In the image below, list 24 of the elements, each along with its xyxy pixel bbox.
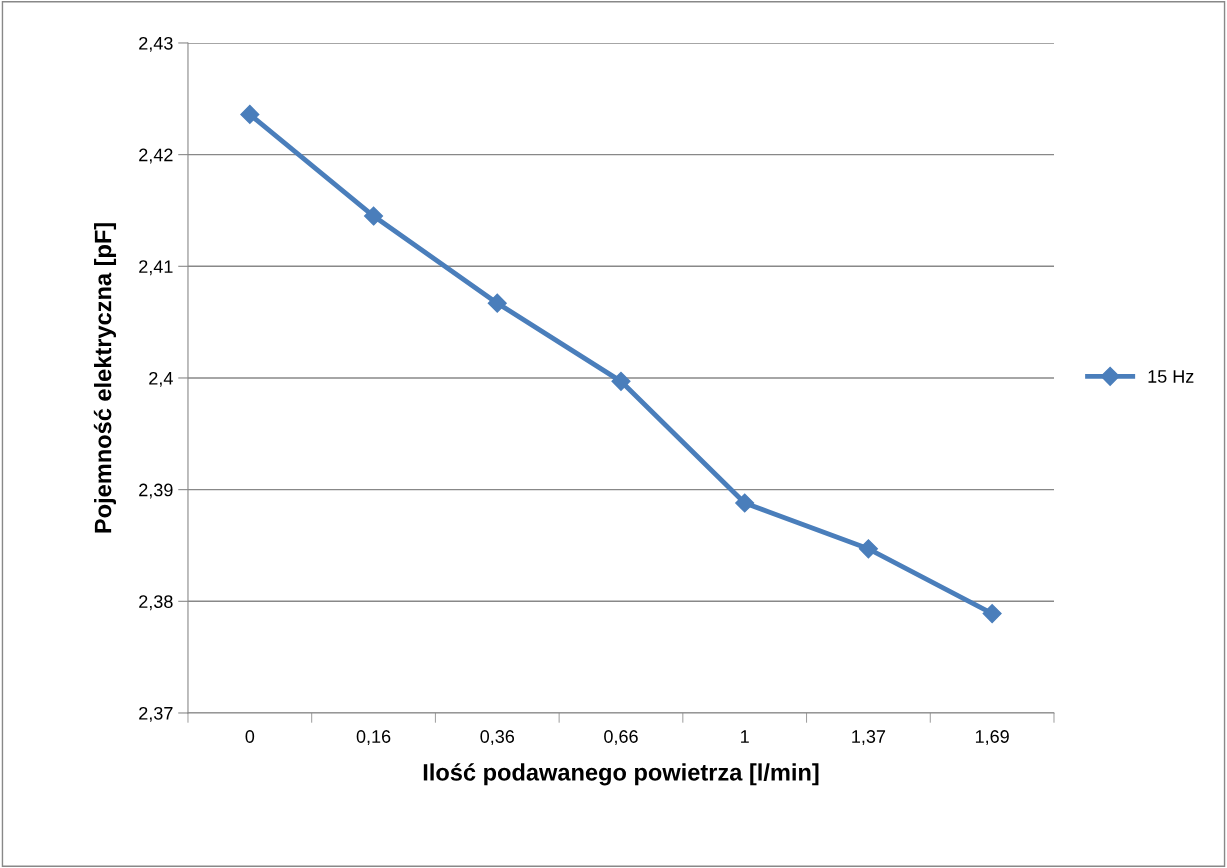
x-tick-label: 0,36 [480,730,515,746]
point [487,293,507,313]
y-tick-label: 2,38 [139,595,173,611]
x-tick-label: 0 [245,730,255,743]
x-tick-label: 0,16 [356,730,391,746]
y-tick-label: 2,42 [139,148,173,164]
point [858,539,878,559]
point [364,206,384,226]
point [735,493,755,513]
legend-label: 15 Hz [1148,370,1194,383]
point [611,371,631,391]
y-tick-label: 2,37 [139,706,173,722]
y-axis-title: Pojemność elektryczna [pF] [93,223,117,533]
y-tick-label: 2,39 [139,483,173,499]
y-tick-label: 2,43 [139,36,173,52]
x-tick-label: 1 [741,730,749,743]
point [240,104,260,124]
x-axis-title: Ilość podawanego powietrza [l/min] [423,763,819,786]
x-tick-label: 1,69 [975,730,1009,746]
point [982,604,1002,624]
x-tick-label: 0,66 [604,730,638,746]
x-tick-label: 1,37 [852,730,886,746]
y-tick-label: 2,41 [139,260,173,276]
y-tick-label: 2,4 [149,371,173,387]
